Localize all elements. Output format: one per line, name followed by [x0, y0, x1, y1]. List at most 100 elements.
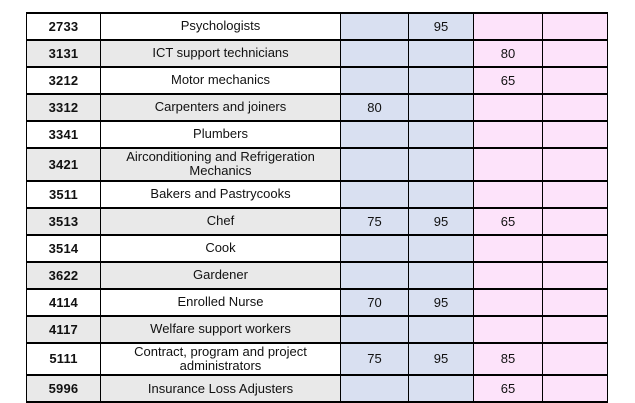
- code-cell: 3513: [26, 206, 101, 236]
- value-cell: 75: [340, 206, 409, 236]
- table-row: 3511 Bakers and Pastrycooks: [26, 179, 608, 209]
- value-cell: [473, 233, 543, 263]
- occupation-cell: Bakers and Pastrycooks: [100, 179, 341, 209]
- value-cell: [340, 314, 409, 344]
- value-cell: [473, 12, 543, 41]
- code-cell: 3312: [26, 93, 101, 122]
- value-cell: [542, 287, 608, 317]
- table-row: 3212 Motor mechanics 65: [26, 66, 608, 95]
- value-cell: [473, 314, 543, 344]
- occupation-cell: Airconditioning and Refrigeration Mechan…: [100, 147, 341, 182]
- code-cell: 5111: [26, 341, 101, 377]
- value-cell: [542, 314, 608, 344]
- table-row: 3514 Cook: [26, 233, 608, 263]
- code-cell: 3212: [26, 66, 101, 95]
- value-cell: [340, 233, 409, 263]
- table-row: 2733 Psychologists 95: [26, 12, 608, 41]
- value-cell: [340, 66, 409, 95]
- value-cell: [542, 260, 608, 290]
- value-cell: [408, 374, 474, 403]
- value-cell: [340, 39, 409, 68]
- value-cell: 65: [473, 206, 543, 236]
- value-cell: [542, 206, 608, 236]
- code-cell: 3131: [26, 39, 101, 68]
- value-cell: [408, 66, 474, 95]
- value-cell: 80: [473, 39, 543, 68]
- occupation-cell: Cook: [100, 233, 341, 263]
- value-cell: [408, 93, 474, 122]
- code-cell: 2733: [26, 12, 101, 41]
- table-row: 3341 Plumbers: [26, 120, 608, 149]
- value-cell: [340, 120, 409, 149]
- occupation-cell: Enrolled Nurse: [100, 287, 341, 317]
- value-cell: 65: [473, 374, 543, 403]
- occupation-cell: ICT support technicians: [100, 39, 341, 68]
- code-cell: 5996: [26, 374, 101, 403]
- occupation-cell: Gardener: [100, 260, 341, 290]
- value-cell: [408, 314, 474, 344]
- value-cell: [473, 147, 543, 182]
- value-cell: [340, 147, 409, 182]
- occupation-cell: Plumbers: [100, 120, 341, 149]
- value-cell: [542, 341, 608, 377]
- table-row: 3312 Carpenters and joiners 80: [26, 93, 608, 122]
- value-cell: 80: [340, 93, 409, 122]
- code-cell: 3511: [26, 179, 101, 209]
- value-cell: [408, 147, 474, 182]
- value-cell: [408, 179, 474, 209]
- value-cell: 95: [408, 12, 474, 41]
- code-cell: 3514: [26, 233, 101, 263]
- value-cell: [340, 179, 409, 209]
- value-cell: [340, 260, 409, 290]
- value-cell: [408, 233, 474, 263]
- table-row: 3131 ICT support technicians 80: [26, 39, 608, 68]
- table-row: 4114 Enrolled Nurse 70 95: [26, 287, 608, 317]
- value-cell: [542, 12, 608, 41]
- value-cell: 95: [408, 206, 474, 236]
- value-cell: [542, 93, 608, 122]
- value-cell: [542, 66, 608, 95]
- table-row: 5111 Contract, program and project admini…: [26, 341, 608, 377]
- code-cell: 4114: [26, 287, 101, 317]
- value-cell: 70: [340, 287, 409, 317]
- value-cell: 95: [408, 341, 474, 377]
- occupation-cell: Welfare support workers: [100, 314, 341, 344]
- value-cell: 95: [408, 287, 474, 317]
- value-cell: [473, 93, 543, 122]
- value-cell: 85: [473, 341, 543, 377]
- value-cell: [408, 120, 474, 149]
- code-cell: 3622: [26, 260, 101, 290]
- value-cell: [542, 147, 608, 182]
- value-cell: [473, 120, 543, 149]
- value-cell: [542, 374, 608, 403]
- occupation-cell: Insurance Loss Adjusters: [100, 374, 341, 403]
- table-row: 3421 Airconditioning and Refrigeration Me…: [26, 147, 608, 182]
- occupation-cell: Carpenters and joiners: [100, 93, 341, 122]
- table-row: 3622 Gardener: [26, 260, 608, 290]
- value-cell: 75: [340, 341, 409, 377]
- value-cell: [340, 374, 409, 403]
- table-body: 2733 Psychologists 95 3131 ICT support techn…: [26, 12, 608, 403]
- table-row: 4117 Welfare support workers: [26, 314, 608, 344]
- value-cell: [340, 12, 409, 41]
- value-cell: [408, 39, 474, 68]
- occupation-cell: Contract, program and project administra…: [100, 341, 341, 377]
- table-row: 5996 Insurance Loss Adjusters 65: [26, 374, 608, 403]
- occupation-points-table: 2733 Psychologists 95 3131 ICT support techn…: [26, 12, 608, 403]
- code-cell: 3421: [26, 147, 101, 182]
- code-cell: 3341: [26, 120, 101, 149]
- value-cell: [542, 179, 608, 209]
- value-cell: [473, 260, 543, 290]
- value-cell: 65: [473, 66, 543, 95]
- occupation-cell: Motor mechanics: [100, 66, 341, 95]
- value-cell: [473, 287, 543, 317]
- occupation-cell: Psychologists: [100, 12, 341, 41]
- value-cell: [473, 179, 543, 209]
- occupation-cell: Chef: [100, 206, 341, 236]
- value-cell: [542, 39, 608, 68]
- table-row: 3513 Chef 75 95 65: [26, 206, 608, 236]
- value-cell: [542, 120, 608, 149]
- value-cell: [408, 260, 474, 290]
- code-cell: 4117: [26, 314, 101, 344]
